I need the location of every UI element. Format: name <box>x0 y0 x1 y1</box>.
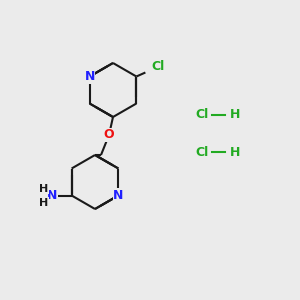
Text: H: H <box>39 197 48 208</box>
Text: N: N <box>113 189 124 202</box>
Text: N: N <box>84 70 95 83</box>
Text: O: O <box>104 128 114 142</box>
Text: Cl: Cl <box>195 109 208 122</box>
Text: Cl: Cl <box>195 146 208 158</box>
Text: N: N <box>46 189 57 202</box>
Text: H: H <box>230 146 240 158</box>
Text: Cl: Cl <box>152 60 165 73</box>
Text: H: H <box>39 184 48 194</box>
Text: H: H <box>230 109 240 122</box>
